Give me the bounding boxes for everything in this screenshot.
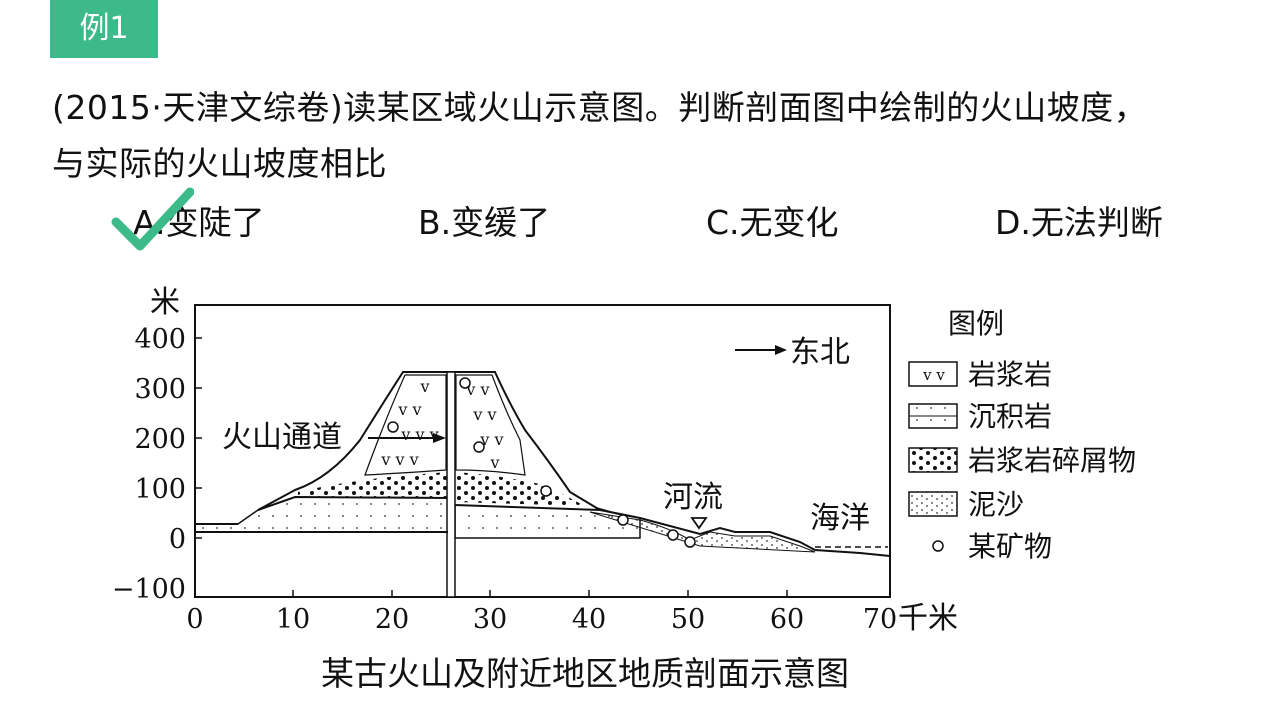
x-tick: 20 bbox=[375, 604, 409, 635]
svg-text:v v v: v v v bbox=[400, 425, 438, 444]
question-line-1: (2015·天津文综卷)读某区域火山示意图。判断剖面图中绘制的火山坡度， bbox=[52, 88, 1148, 127]
x-tick: 10 bbox=[276, 604, 310, 635]
x-axis-unit: 千米 bbox=[898, 601, 958, 636]
question-line-2: 与实际的火山坡度相比 bbox=[52, 144, 387, 183]
svg-text:v: v bbox=[489, 453, 499, 472]
direction-label: 东北 bbox=[790, 335, 850, 370]
y-tick: 0 bbox=[169, 524, 186, 555]
x-tick: 40 bbox=[572, 604, 606, 635]
svg-text:v v: v v bbox=[472, 405, 496, 424]
y-tick: 200 bbox=[134, 424, 186, 455]
legend-item-mineral: 某矿物 bbox=[932, 530, 1052, 563]
x-tick: 60 bbox=[770, 604, 804, 635]
svg-text:v v v: v v v bbox=[380, 450, 418, 469]
x-tick: 30 bbox=[473, 604, 507, 635]
option-b[interactable]: B.变缓了 bbox=[418, 203, 551, 242]
legend-title: 图例 bbox=[948, 307, 1004, 340]
legend-item-magma: v v 岩浆岩 bbox=[908, 358, 1052, 391]
y-tick: 100 bbox=[134, 474, 186, 505]
river-label: 河流 bbox=[663, 480, 723, 515]
legend-item-sedimentary: 沉积岩 bbox=[908, 400, 1052, 433]
figure-caption: 某古火山及附近地区地质剖面示意图 bbox=[321, 654, 849, 693]
y-tick: −100 bbox=[112, 574, 186, 605]
svg-text:泥沙: 泥沙 bbox=[968, 488, 1024, 521]
x-tick: 50 bbox=[671, 604, 705, 635]
option-d[interactable]: D.无法判断 bbox=[995, 203, 1163, 242]
svg-text:v v: v v bbox=[465, 380, 489, 399]
svg-text:v v: v v bbox=[922, 366, 945, 384]
y-tick: 300 bbox=[134, 374, 186, 405]
correct-check-icon bbox=[111, 187, 194, 251]
svg-text:岩浆岩碎屑物: 岩浆岩碎屑物 bbox=[968, 444, 1136, 477]
y-tick: 400 bbox=[134, 324, 186, 355]
x-tick: 70 bbox=[863, 604, 897, 635]
svg-text:v: v bbox=[419, 377, 429, 396]
legend-item-silt: 泥沙 bbox=[908, 488, 1024, 521]
svg-text:v v: v v bbox=[479, 430, 503, 449]
option-c[interactable]: C.无变化 bbox=[706, 203, 839, 242]
svg-text:v v: v v bbox=[397, 400, 421, 419]
question-text: (2015·天津文综卷)读某区域火山示意图。判断剖面图中绘制的火山坡度， 与实际… bbox=[52, 80, 1262, 192]
y-axis-unit: 米 bbox=[150, 285, 180, 320]
svg-text:某矿物: 某矿物 bbox=[968, 530, 1052, 563]
sea-label: 海洋 bbox=[810, 501, 870, 536]
vent-label: 火山通道 bbox=[222, 420, 342, 455]
svg-text:岩浆岩: 岩浆岩 bbox=[968, 358, 1052, 391]
svg-text:沉积岩: 沉积岩 bbox=[968, 400, 1052, 433]
x-tick: 0 bbox=[186, 604, 203, 635]
legend-item-debris: 岩浆岩碎屑物 bbox=[908, 444, 1136, 477]
plot-frame bbox=[194, 304, 891, 598]
example-badge: 例1 bbox=[50, 0, 158, 58]
geologic-profile-figure: 米 400 300 200 100 0 −100 0 10 20 30 40 5… bbox=[112, 285, 1136, 693]
